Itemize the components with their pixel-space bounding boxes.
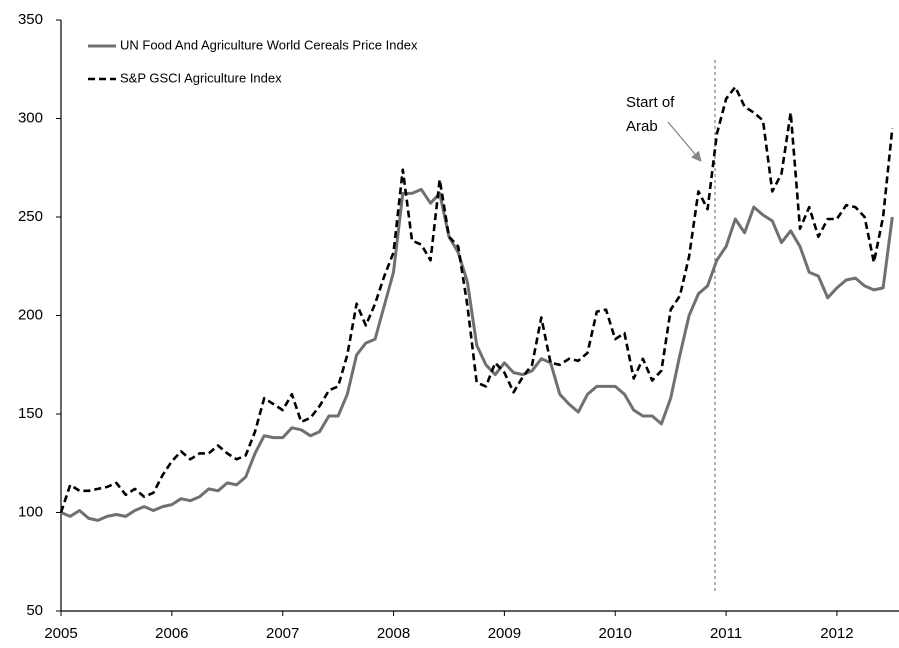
x-tick-label: 2012 [820,625,853,642]
y-tick-label: 350 [18,11,43,28]
y-tick-label: 300 [18,109,43,126]
x-tick-label: 2005 [44,625,77,642]
legend-label: UN Food And Agriculture World Cereals Pr… [120,37,418,52]
annotation-text: Arab [626,118,658,135]
legend: UN Food And Agriculture World Cereals Pr… [88,37,418,85]
annotation-text: Start of [626,94,675,111]
series-line [59,85,894,513]
x-tick-label: 2010 [599,625,632,642]
x-tick-label: 2008 [377,625,410,642]
series-line [60,187,894,522]
annotation-arrow [667,121,702,162]
x-tick-label: 2009 [488,625,521,642]
y-tick-label: 100 [18,503,43,520]
y-tick-label: 200 [18,306,43,323]
x-tick-label: 2011 [710,625,742,642]
legend-label: S&P GSCI Agriculture Index [120,70,282,85]
y-tick-label: 50 [26,602,43,619]
x-tick-label: 2007 [266,625,299,642]
y-tick-label: 150 [18,405,43,422]
x-tick-label: 2006 [155,625,188,642]
y-tick-label: 250 [18,208,43,225]
